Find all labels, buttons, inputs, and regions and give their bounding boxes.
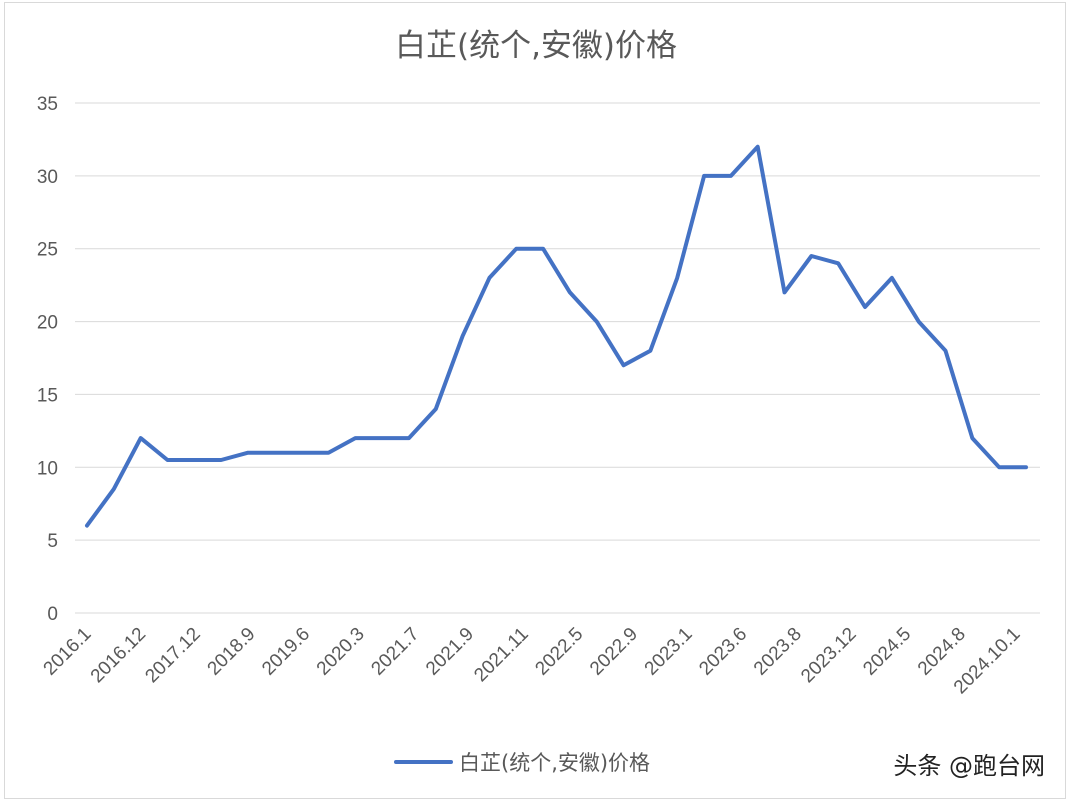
data-point bbox=[300, 451, 304, 455]
line-chart: 白芷(统个,安徽)价格 0 5 10 15 20 25 30 35 2016.12016.12… bbox=[37, 28, 1045, 780]
data-point bbox=[970, 436, 974, 440]
data-point bbox=[622, 363, 626, 367]
data-point bbox=[648, 349, 652, 353]
series-line bbox=[85, 144, 1028, 528]
x-tick-label: 2020.3 bbox=[313, 624, 369, 680]
data-point bbox=[702, 174, 706, 178]
data-point bbox=[944, 349, 948, 353]
data-point bbox=[756, 145, 760, 149]
data-point bbox=[595, 320, 599, 324]
data-point bbox=[783, 290, 787, 294]
data-point bbox=[487, 276, 491, 280]
data-point bbox=[917, 320, 921, 324]
gridlines bbox=[75, 102, 1040, 614]
x-tick-label: 2022.9 bbox=[586, 624, 642, 680]
data-point bbox=[85, 524, 89, 528]
data-point bbox=[246, 451, 250, 455]
data-point bbox=[541, 247, 545, 251]
data-point bbox=[353, 436, 357, 440]
data-point bbox=[112, 487, 116, 491]
y-tick-label: 10 bbox=[37, 458, 58, 479]
y-tick-label: 0 bbox=[47, 604, 58, 625]
data-point bbox=[219, 458, 223, 462]
legend-label: 白芷(统个,安徽)价格 bbox=[459, 751, 650, 775]
data-point bbox=[380, 436, 384, 440]
x-tick-label: 2021.11 bbox=[470, 624, 532, 686]
x-tick-label: 2022.5 bbox=[531, 624, 587, 680]
data-point bbox=[1024, 465, 1028, 469]
series-layer bbox=[85, 144, 1028, 528]
legend: 白芷(统个,安徽)价格 bbox=[394, 751, 650, 775]
data-point bbox=[836, 261, 840, 265]
data-point bbox=[997, 465, 1001, 469]
y-tick-label: 15 bbox=[37, 385, 58, 406]
y-tick-label: 5 bbox=[47, 531, 58, 552]
data-point bbox=[729, 174, 733, 178]
x-tick-label: 2018.9 bbox=[204, 624, 260, 680]
data-point bbox=[675, 276, 679, 280]
x-tick-label: 2019.6 bbox=[258, 624, 314, 680]
chart-frame: 白芷(统个,安徽)价格 0 5 10 15 20 25 30 35 2016.1 2016.12… bbox=[4, 2, 1066, 799]
y-tick-label: 35 bbox=[37, 94, 58, 115]
chart-title: 白芷(统个,安徽)价格 bbox=[395, 28, 677, 64]
data-point bbox=[461, 334, 465, 338]
data-point bbox=[165, 458, 169, 462]
y-tick-label: 30 bbox=[37, 167, 58, 188]
y-tick-label: 20 bbox=[37, 313, 58, 334]
y-axis-ticks: 0 5 10 15 20 25 30 35 bbox=[37, 94, 58, 625]
x-tick-label: 2024.5 bbox=[859, 624, 915, 680]
data-point bbox=[809, 254, 813, 258]
x-tick-label: 2023.1 bbox=[641, 624, 697, 680]
data-point bbox=[326, 451, 330, 455]
x-tick-label: 2016.12 bbox=[87, 624, 150, 687]
data-point bbox=[863, 305, 867, 309]
x-tick-label: 2021.7 bbox=[367, 624, 423, 680]
x-tick-label: 2023.6 bbox=[695, 624, 751, 680]
data-point bbox=[434, 407, 438, 411]
x-axis-ticks: 2016.12016.122017.122018.92019.62020.320… bbox=[40, 624, 1025, 699]
data-point bbox=[514, 247, 518, 251]
x-tick-label: 2017.12 bbox=[141, 624, 204, 687]
data-point bbox=[407, 436, 411, 440]
data-point bbox=[273, 451, 277, 455]
watermark-text: 头条 @跑台网 bbox=[893, 752, 1045, 780]
data-point bbox=[568, 290, 572, 294]
y-tick-label: 25 bbox=[37, 240, 58, 261]
data-point bbox=[139, 436, 143, 440]
data-point bbox=[192, 458, 196, 462]
x-tick-label: 2023.12 bbox=[797, 624, 860, 687]
data-point bbox=[890, 276, 894, 280]
